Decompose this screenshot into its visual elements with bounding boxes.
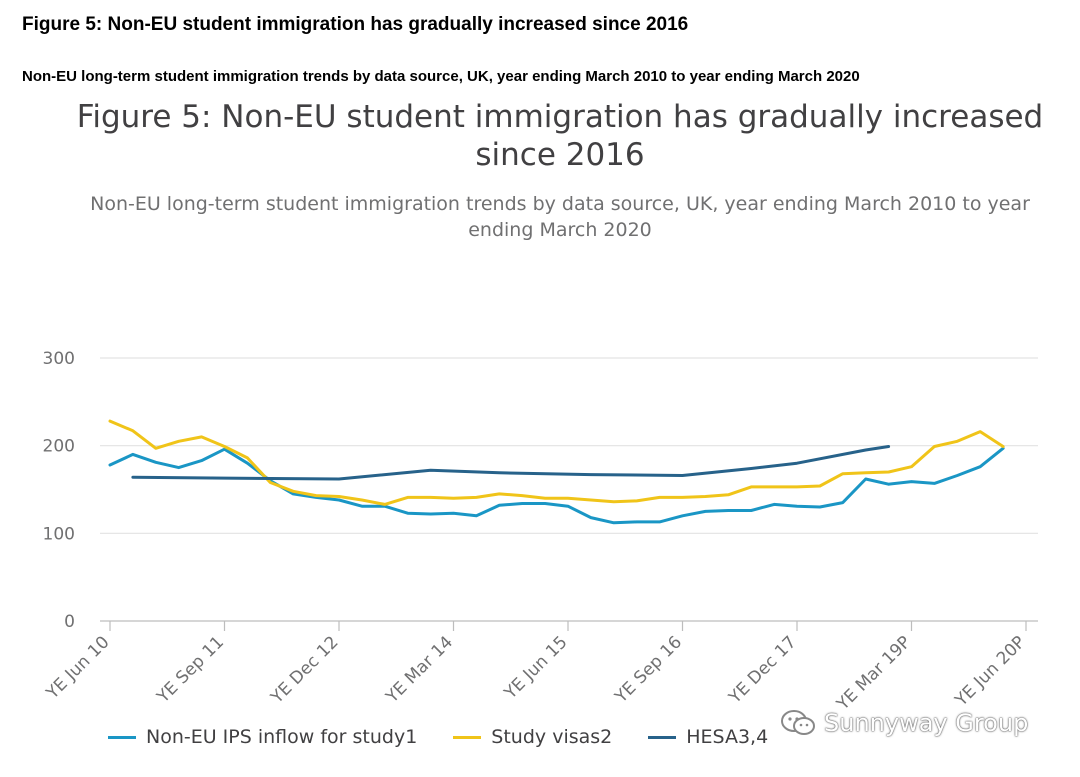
watermark: Sunnyway Group xyxy=(780,709,1028,737)
legend-label-ips: Non-EU IPS inflow for study1 xyxy=(146,726,418,748)
legend-swatch-ips xyxy=(108,735,136,739)
series-line-visas xyxy=(108,419,1005,506)
watermark-text: Sunnyway Group xyxy=(824,709,1029,737)
wechat-icon xyxy=(781,710,815,735)
series-line-hesa xyxy=(131,445,891,481)
legend-item-visas[interactable]: Study visas2 xyxy=(453,726,612,748)
legend-item-hesa[interactable]: HESA3,4 xyxy=(648,726,768,748)
y-tick-label: 100 xyxy=(43,524,75,544)
y-tick-label: 0 xyxy=(64,612,75,632)
y-tick-label: 200 xyxy=(43,437,75,457)
x-tick-label: YE Dec 17 xyxy=(725,632,801,708)
series-line-ips xyxy=(108,446,1005,525)
chart-title: Figure 5: Non-EU student immigration has… xyxy=(76,99,1044,173)
x-tick-label: YE Jun 20P xyxy=(951,632,1030,711)
x-tick-label: YE Jun 15 xyxy=(500,632,572,704)
x-tick-label: YE Mar 14 xyxy=(382,632,457,707)
y-tick-label: 300 xyxy=(43,349,75,369)
chart-subtitle: Non-EU long-term student immigration tre… xyxy=(90,193,1030,241)
page-title: Figure 5: Non-EU student immigration has… xyxy=(22,14,689,35)
x-tick-label: YE Sep 11 xyxy=(153,632,228,707)
chart-legend: Non-EU IPS inflow for study1 Study visas… xyxy=(108,722,804,752)
legend-label-visas: Study visas2 xyxy=(491,726,613,748)
legend-item-ips[interactable]: Non-EU IPS inflow for study1 xyxy=(108,726,417,748)
legend-swatch-hesa xyxy=(648,735,677,739)
x-tick-label: YE Jun 10 xyxy=(42,632,114,704)
legend-swatch-visas xyxy=(453,735,482,739)
legend-label-hesa: HESA3,4 xyxy=(686,726,769,748)
x-tick-label: YE Mar 19P xyxy=(832,632,915,715)
page-subtitle: Non-EU long-term student immigration tre… xyxy=(22,68,860,85)
x-tick-label: YE Dec 12 xyxy=(267,632,343,708)
x-tick-label: YE Sep 16 xyxy=(611,632,686,707)
